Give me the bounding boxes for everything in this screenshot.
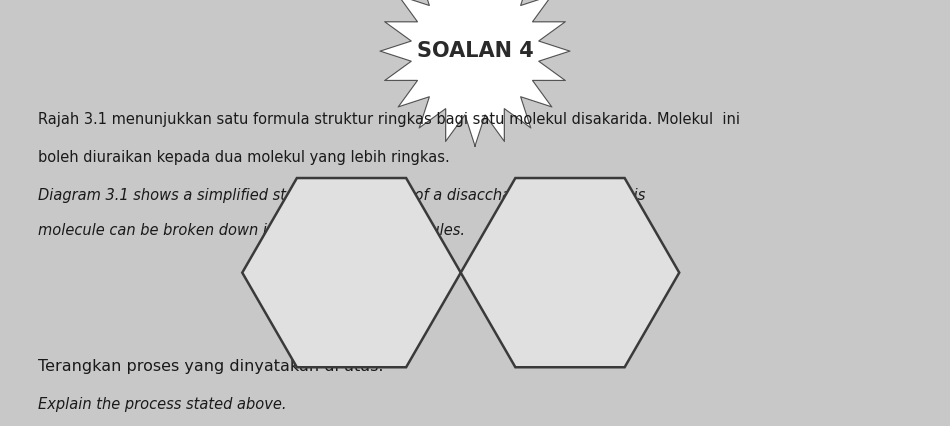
Polygon shape xyxy=(461,178,679,367)
Text: molecule can be broken down into two simpler molecules.: molecule can be broken down into two sim… xyxy=(38,222,465,238)
Text: SOALAN 4: SOALAN 4 xyxy=(417,41,533,61)
Text: Terangkan proses yang dinyatakan di atas.: Terangkan proses yang dinyatakan di atas… xyxy=(38,359,384,374)
Polygon shape xyxy=(380,0,570,146)
Text: boleh diuraikan kepada dua molekul yang lebih ringkas.: boleh diuraikan kepada dua molekul yang … xyxy=(38,150,449,165)
Text: Rajah 3.1 menunjukkan satu formula struktur ringkas bagi satu molekul disakarida: Rajah 3.1 menunjukkan satu formula struk… xyxy=(38,112,740,127)
Polygon shape xyxy=(242,178,461,367)
Text: Diagram 3.1 shows a simplified structured formula of a disaccharide molecule Thi: Diagram 3.1 shows a simplified structure… xyxy=(38,188,645,204)
Text: Explain the process stated above.: Explain the process stated above. xyxy=(38,397,287,412)
